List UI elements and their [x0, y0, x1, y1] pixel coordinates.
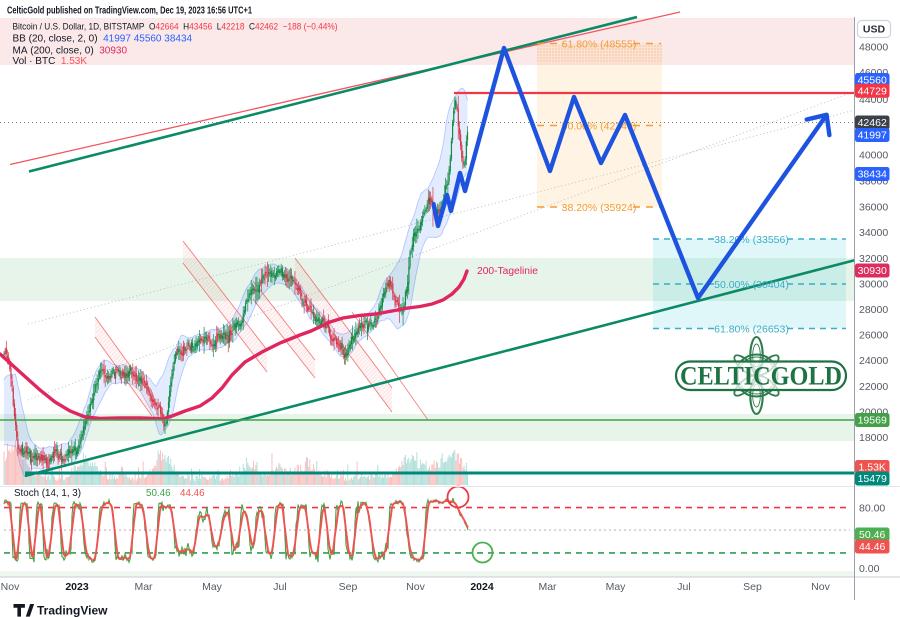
svg-text:50.00% (30404): 50.00% (30404) — [714, 279, 789, 291]
svg-text:200-Tagelinie: 200-Tagelinie — [477, 266, 538, 277]
svg-text:0.00: 0.00 — [859, 563, 880, 575]
svg-text:Stoch (14, 1, 3): Stoch (14, 1, 3) — [14, 488, 81, 499]
svg-text:Nov: Nov — [1, 581, 20, 593]
svg-text:2023: 2023 — [65, 581, 89, 593]
svg-text:CelticGold published on Tradin: CelticGold published on TradingView.com,… — [7, 6, 252, 17]
svg-text:May: May — [606, 581, 627, 593]
svg-text:61.80% (26653): 61.80% (26653) — [714, 324, 789, 336]
svg-text:28000: 28000 — [859, 304, 888, 316]
svg-text:80.00: 80.00 — [859, 503, 885, 515]
svg-text:MA (200, close, 0) 30930: MA (200, close, 0) 30930 — [13, 46, 128, 57]
svg-text:38434: 38434 — [858, 169, 887, 181]
svg-text:Vol · BTC 1.53K: Vol · BTC 1.53K — [13, 56, 88, 67]
svg-text:30000: 30000 — [859, 279, 888, 291]
svg-text:Nov: Nov — [406, 581, 425, 593]
svg-text:36000: 36000 — [859, 202, 888, 214]
svg-text:Mar: Mar — [134, 581, 153, 593]
svg-text:Nov: Nov — [811, 581, 830, 593]
svg-text:32000: 32000 — [859, 253, 888, 265]
svg-text:2024: 2024 — [470, 581, 494, 593]
svg-text:45560: 45560 — [858, 75, 887, 87]
svg-text:50.46: 50.46 — [859, 529, 885, 541]
svg-text:Bitcoin / U.S. Dollar, 1D, BIT: Bitcoin / U.S. Dollar, 1D, BITSTAMP O426… — [13, 22, 338, 32]
svg-text:18000: 18000 — [859, 432, 888, 444]
svg-text:50.00% (42240): 50.00% (42240) — [562, 121, 637, 133]
svg-text:24000: 24000 — [859, 355, 888, 367]
svg-text:22000: 22000 — [859, 381, 888, 393]
svg-text:1.53K: 1.53K — [858, 462, 885, 474]
svg-text:40000: 40000 — [859, 150, 888, 162]
svg-text:61.80% (48555): 61.80% (48555) — [562, 39, 637, 51]
svg-text:BB (20, close, 2, 0) 41997 45: BB (20, close, 2, 0) 41997 45560 38434 — [13, 34, 193, 45]
svg-text:26000: 26000 — [859, 330, 888, 342]
svg-text:15479: 15479 — [858, 473, 887, 485]
svg-text:42462: 42462 — [858, 117, 887, 129]
svg-text:50.46: 50.46 — [146, 488, 171, 499]
svg-text:Jul: Jul — [273, 581, 286, 593]
svg-text:USD: USD — [863, 24, 886, 36]
svg-text:41997: 41997 — [858, 130, 887, 142]
svg-text:May: May — [202, 581, 223, 593]
svg-text:38.20% (35924): 38.20% (35924) — [562, 202, 637, 214]
svg-text:Sep: Sep — [743, 581, 762, 593]
svg-text:44.46: 44.46 — [859, 541, 885, 553]
svg-text:Sep: Sep — [339, 581, 358, 593]
svg-text:44729: 44729 — [858, 86, 887, 98]
svg-text:34000: 34000 — [859, 227, 888, 239]
svg-text:48000: 48000 — [859, 42, 888, 54]
svg-text:38.20% (33556): 38.20% (33556) — [714, 234, 789, 246]
svg-text:44.46: 44.46 — [180, 488, 205, 499]
svg-text:30930: 30930 — [858, 265, 887, 277]
svg-text:Mar: Mar — [538, 581, 557, 593]
svg-text:CELTICGOLD: CELTICGOLD — [680, 362, 842, 391]
svg-text:19569: 19569 — [858, 415, 887, 427]
svg-text:TradingView: TradingView — [37, 604, 108, 617]
svg-text:Jul: Jul — [677, 581, 690, 593]
